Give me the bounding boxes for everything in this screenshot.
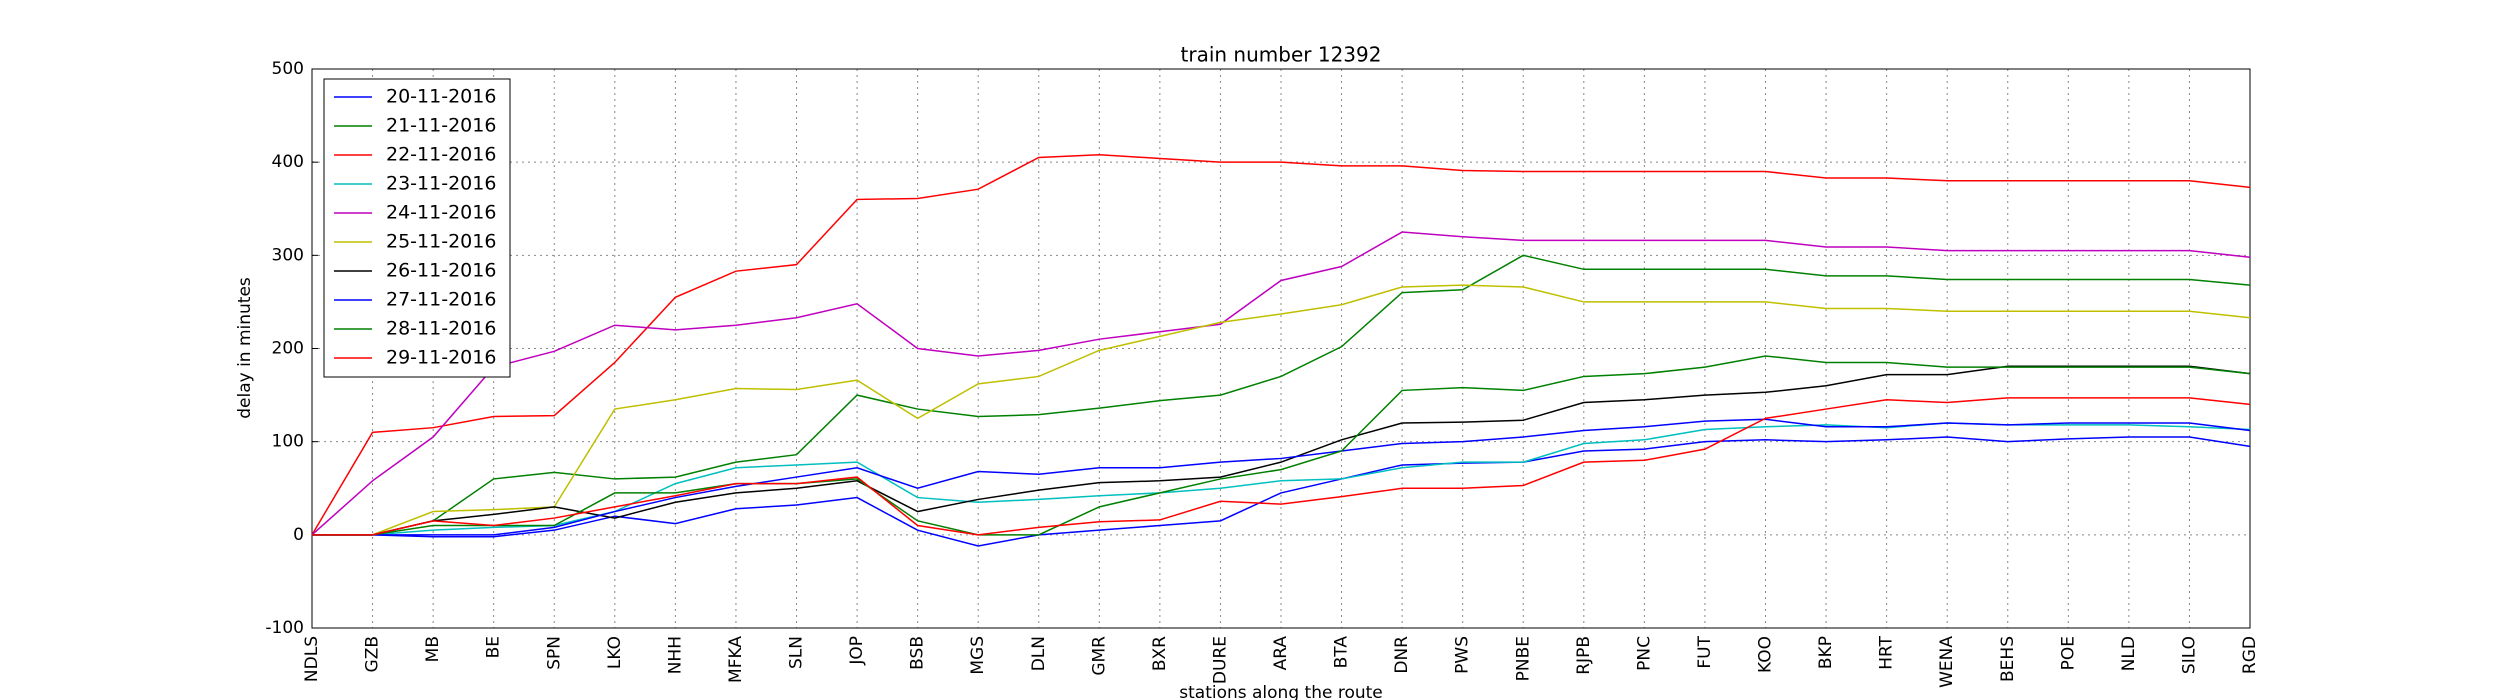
series-line	[312, 365, 2251, 536]
x-axis-label: stations along the route	[1179, 683, 1383, 700]
x-tick-label: MB	[423, 636, 443, 662]
x-tick-label: MGS	[968, 636, 988, 675]
x-tick-label: MFKA	[726, 636, 746, 683]
x-tick-label: ARA	[1271, 636, 1291, 671]
x-tick-label: BXR	[1150, 636, 1170, 671]
legend-label: 26-11-2016	[386, 260, 496, 282]
x-tick-label: DNR	[1392, 636, 1412, 674]
x-tick-label: BSB	[908, 636, 928, 670]
series-line	[312, 355, 2251, 536]
x-tick-label: PNBE	[1513, 636, 1533, 681]
legend-label: 27-11-2016	[386, 289, 496, 311]
legend-label: 22-11-2016	[386, 144, 496, 166]
series-line	[312, 284, 2251, 536]
x-tick-label: BKP	[1816, 636, 1836, 669]
series-line	[311, 231, 2251, 536]
x-tick-label: LKO	[605, 636, 625, 669]
x-tick-label: BE	[484, 636, 504, 658]
series-line	[312, 436, 2251, 547]
x-tick-label: GMR	[1089, 636, 1109, 676]
y-tick-label: 200	[272, 339, 304, 359]
x-tick-label: BEHS	[1998, 636, 2018, 682]
x-tick-label: DURE	[1210, 636, 1230, 684]
x-tick-label: BTA	[1332, 636, 1352, 669]
legend-label: 23-11-2016	[386, 173, 496, 195]
chart-title: train number 12392	[1181, 43, 1382, 67]
y-tick-label: 0	[293, 525, 304, 545]
x-tick-label: WENA	[1937, 636, 1957, 688]
x-tick-label: POE	[2058, 636, 2078, 670]
x-tick-label: PNC	[1634, 636, 1654, 671]
x-tick-label: DLN	[1029, 636, 1049, 671]
x-tick-label: SLN	[787, 636, 807, 669]
x-tick-label: SPN	[544, 636, 564, 670]
legend-label: 20-11-2016	[386, 86, 496, 108]
y-axis-label: delay in minutes	[235, 277, 255, 419]
legend-label: 29-11-2016	[386, 347, 496, 369]
y-tick-label: 400	[272, 152, 304, 172]
x-tick-label: HRT	[1877, 635, 1897, 669]
x-tick-label: FUT	[1695, 635, 1715, 668]
legend-label: 25-11-2016	[386, 231, 496, 253]
x-tick-label: RGD	[2240, 636, 2260, 674]
x-tick-label: GZB	[363, 636, 383, 672]
x-tick-label: NLD	[2119, 636, 2139, 671]
x-tick-label: NHH	[665, 636, 685, 674]
x-tick-label: RJPB	[1574, 636, 1594, 675]
series-line	[312, 397, 2251, 536]
x-tick-label: SILO	[2179, 636, 2199, 674]
plot-frame	[311, 68, 2251, 629]
legend-label: 24-11-2016	[386, 202, 496, 224]
legend-label: 21-11-2016	[386, 115, 496, 137]
x-tick-label: NDLS	[302, 636, 322, 682]
y-tick-label: 300	[272, 245, 304, 265]
series-line	[312, 418, 2251, 536]
series-line	[312, 254, 2251, 536]
legend-label: 28-11-2016	[386, 318, 496, 340]
series-line	[311, 153, 2251, 536]
y-tick-label: 500	[272, 59, 304, 79]
x-tick-label: PWS	[1453, 636, 1473, 674]
x-tick-label: JOP	[847, 636, 867, 666]
y-tick-label: 100	[272, 432, 304, 452]
legend-box	[323, 78, 511, 378]
x-tick-label: KOO	[1756, 636, 1776, 673]
y-tick-label: -100	[265, 618, 304, 638]
